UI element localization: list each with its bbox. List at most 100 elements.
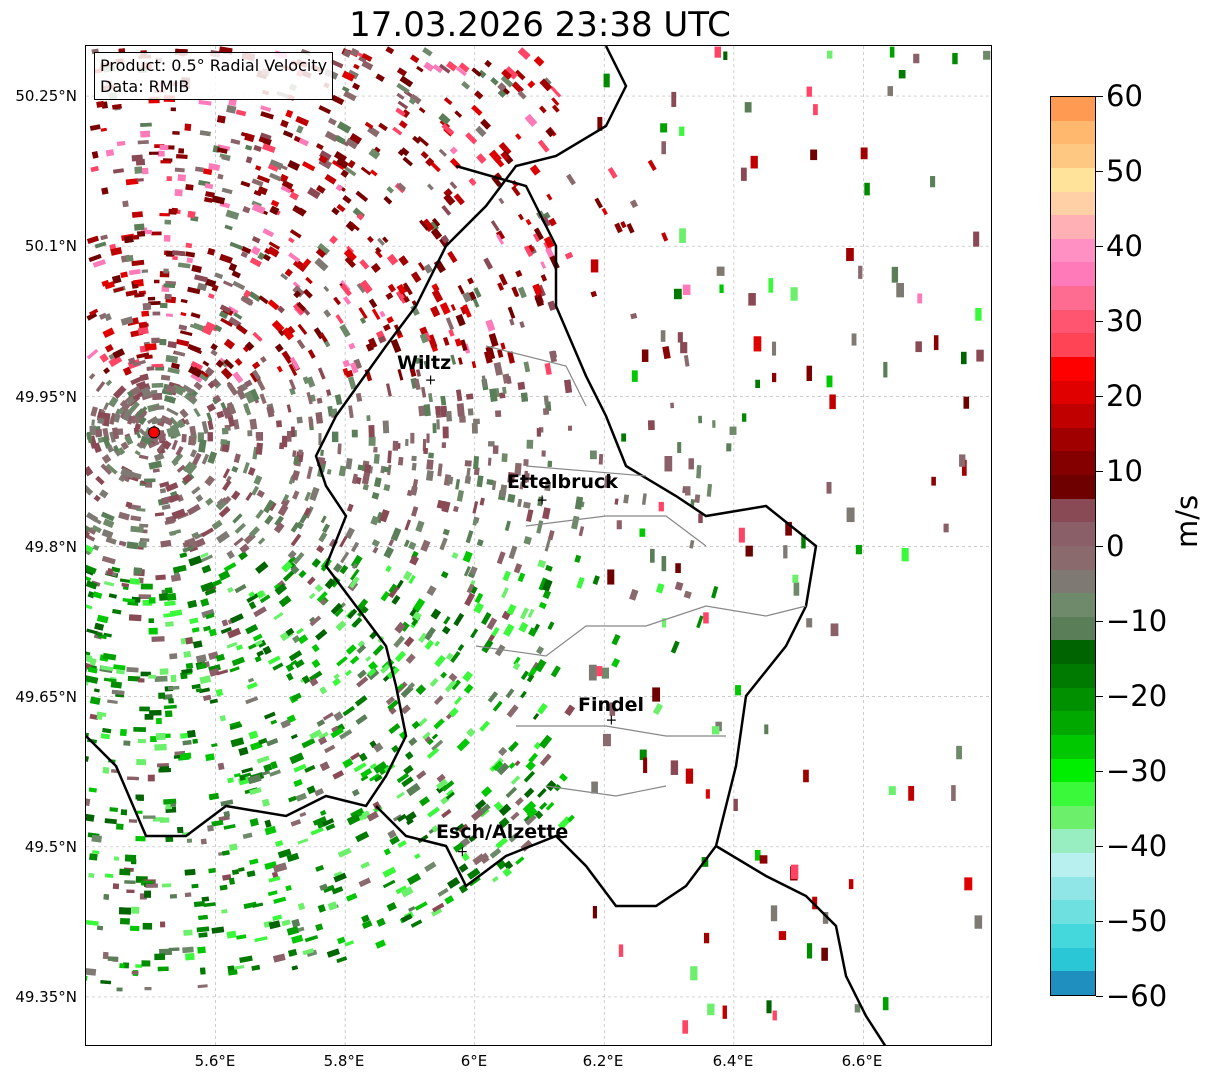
echo-gate xyxy=(543,408,550,415)
echo-gate xyxy=(357,464,365,471)
echo-gate xyxy=(508,832,520,843)
echo-gate xyxy=(89,713,99,720)
echo-gate xyxy=(87,666,98,674)
echo-gate xyxy=(308,592,316,600)
echo-gate xyxy=(771,372,777,383)
echo-gate xyxy=(102,518,115,528)
echo-gate xyxy=(544,362,552,376)
echo-gate xyxy=(431,739,444,751)
echo-gate xyxy=(135,794,144,800)
echo-gate xyxy=(256,590,265,599)
echo-gate xyxy=(160,374,171,381)
echo-gate xyxy=(91,525,102,534)
echo-gate xyxy=(208,628,217,637)
echo-gate xyxy=(891,266,899,283)
echo-gate xyxy=(254,655,262,663)
echo-gate xyxy=(118,907,132,915)
echo-gate xyxy=(519,321,525,329)
echo-gate xyxy=(723,51,728,61)
echo-gate xyxy=(123,740,131,746)
echo-gate xyxy=(87,590,95,599)
echo-gate xyxy=(352,82,361,91)
colorbar-tick-label: −30 xyxy=(1106,754,1168,788)
echo-gate xyxy=(444,895,455,905)
colorbar-tick-label: 40 xyxy=(1106,229,1143,263)
echo-gate xyxy=(403,539,410,548)
echo-gate xyxy=(338,465,347,477)
echo-gate xyxy=(124,435,134,446)
echo-gate xyxy=(473,467,480,476)
echo-gate xyxy=(255,432,260,438)
echo-gate xyxy=(136,352,150,359)
echo-gate xyxy=(388,585,400,599)
echo-gate xyxy=(179,408,189,419)
echo-gate xyxy=(270,760,278,770)
echo-gate xyxy=(611,633,621,646)
echo-gate xyxy=(591,781,598,794)
echo-gate xyxy=(716,266,725,276)
echo-gate xyxy=(86,522,91,534)
echo-gate xyxy=(500,342,506,350)
echo-gate xyxy=(490,220,500,232)
echo-gate xyxy=(431,289,444,303)
colorbar-segment xyxy=(1051,640,1095,664)
echo-gate xyxy=(102,951,109,959)
echo-gate xyxy=(148,597,156,604)
echo-gate xyxy=(216,530,231,544)
echo-gate xyxy=(164,600,176,607)
echo-gate xyxy=(317,904,326,913)
echo-gate xyxy=(249,818,259,827)
echo-gate xyxy=(917,293,923,304)
echo-gate xyxy=(112,103,122,110)
echo-gate xyxy=(371,492,380,500)
city-label-wiltz: Wiltz xyxy=(397,352,452,374)
echo-gate xyxy=(518,621,529,633)
echo-gate xyxy=(303,288,313,299)
echo-gate xyxy=(423,61,435,72)
echo-gate xyxy=(141,438,155,442)
echo-gate xyxy=(249,257,262,268)
echo-gate xyxy=(385,565,392,573)
echo-gate xyxy=(496,551,506,565)
echo-gate xyxy=(104,313,112,322)
echo-gate xyxy=(268,920,281,930)
echo-gate xyxy=(976,349,984,362)
echo-gate xyxy=(286,926,299,936)
echo-gate xyxy=(241,246,252,254)
echo-gate xyxy=(365,655,372,662)
colorbar-segment xyxy=(1051,593,1095,617)
echo-gate xyxy=(290,565,300,575)
echo-gate xyxy=(351,429,358,438)
echo-gate xyxy=(696,615,704,629)
echo-gate xyxy=(130,385,142,396)
echo-gate xyxy=(690,966,698,981)
echo-gate xyxy=(567,425,573,431)
echo-gate xyxy=(418,632,428,643)
radar-map-canvas[interactable]: ++++ xyxy=(86,46,992,1046)
echo-gate xyxy=(86,575,92,582)
echo-gate xyxy=(391,744,400,753)
echo-gate xyxy=(427,738,434,746)
echo-gate xyxy=(296,125,304,134)
echo-gate xyxy=(454,110,463,118)
echo-gate xyxy=(643,757,648,774)
echo-gate xyxy=(318,155,328,164)
echo-gate xyxy=(358,56,367,63)
echo-gate xyxy=(432,218,441,227)
echo-gate xyxy=(522,501,531,509)
german-border-south xyxy=(715,844,887,1045)
echo-gate xyxy=(473,287,482,298)
echo-gate xyxy=(411,455,417,462)
echo-gate xyxy=(125,501,133,509)
echo-gate xyxy=(493,361,503,376)
colorbar-tick-label: 10 xyxy=(1106,454,1143,488)
echo-gate xyxy=(154,279,160,284)
echo-gate xyxy=(229,666,240,673)
echo-gate xyxy=(430,227,443,240)
echo-gate xyxy=(165,482,179,493)
echo-gate xyxy=(323,309,332,318)
echo-gate xyxy=(405,653,416,664)
echo-gate xyxy=(417,135,429,147)
radar-map[interactable]: + + + + xyxy=(85,45,992,1046)
echo-gate xyxy=(468,833,478,843)
